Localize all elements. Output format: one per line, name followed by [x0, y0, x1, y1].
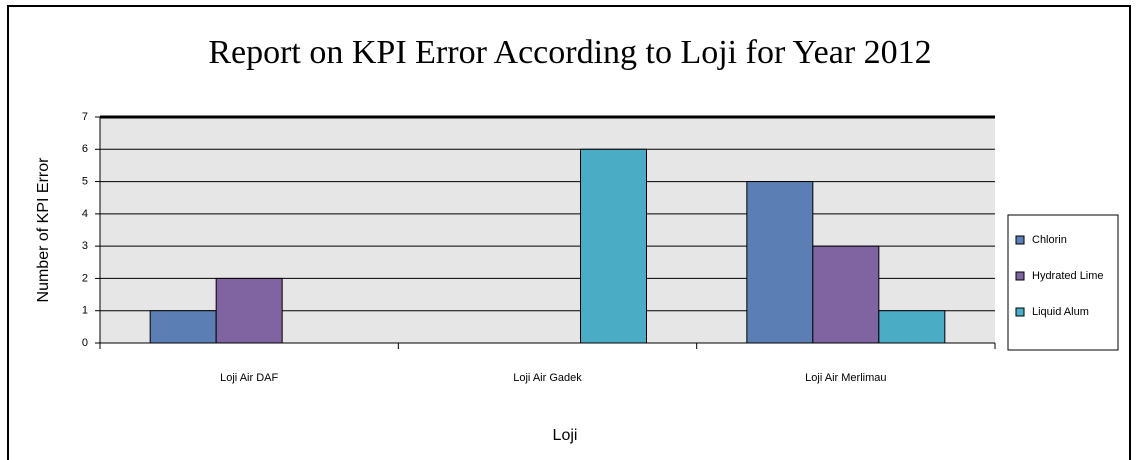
x-tick-label: Loji Air Merlimau: [805, 372, 886, 384]
chart-title: Report on KPI Error According to Loji fo…: [208, 34, 931, 71]
x-axis-label: Loji: [553, 427, 578, 444]
bar: [746, 181, 814, 344]
y-tick-label: 7: [82, 111, 88, 123]
y-tick-label: 4: [82, 208, 88, 220]
bar: [149, 310, 217, 344]
bar: [580, 148, 647, 344]
y-axis-label: Number of KPI Error: [35, 157, 52, 303]
legend-label: Hydrated Lime: [1032, 270, 1104, 282]
legend-swatch: [1015, 271, 1025, 281]
x-tick-label: Loji Air Gadek: [513, 372, 582, 384]
y-tick-label: 6: [82, 143, 88, 155]
y-tick-label: 0: [82, 337, 88, 349]
y-tick-label: 5: [82, 175, 88, 187]
x-tick-label: Loji Air DAF: [220, 372, 278, 384]
legend-label: Chlorin: [1032, 234, 1067, 246]
legend-swatch: [1015, 307, 1025, 317]
legend: [1007, 214, 1119, 351]
bar: [812, 245, 880, 344]
y-tick-label: 1: [82, 305, 88, 317]
y-tick-label: 2: [82, 272, 88, 284]
y-tick-label: 3: [82, 240, 88, 252]
legend-swatch: [1015, 235, 1025, 245]
bar: [878, 310, 946, 344]
legend-label: Liquid Alum: [1032, 306, 1089, 318]
bar: [215, 277, 283, 344]
